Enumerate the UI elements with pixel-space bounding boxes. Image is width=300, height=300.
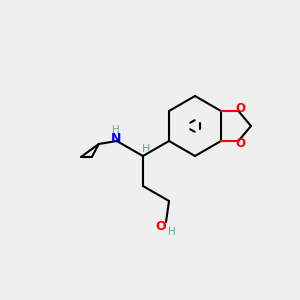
Text: O: O bbox=[235, 137, 245, 150]
Text: O: O bbox=[155, 220, 166, 233]
Text: O: O bbox=[235, 102, 245, 115]
Text: H: H bbox=[167, 226, 175, 237]
Text: H: H bbox=[142, 143, 150, 154]
Text: H: H bbox=[112, 124, 120, 135]
Text: N: N bbox=[111, 131, 122, 145]
